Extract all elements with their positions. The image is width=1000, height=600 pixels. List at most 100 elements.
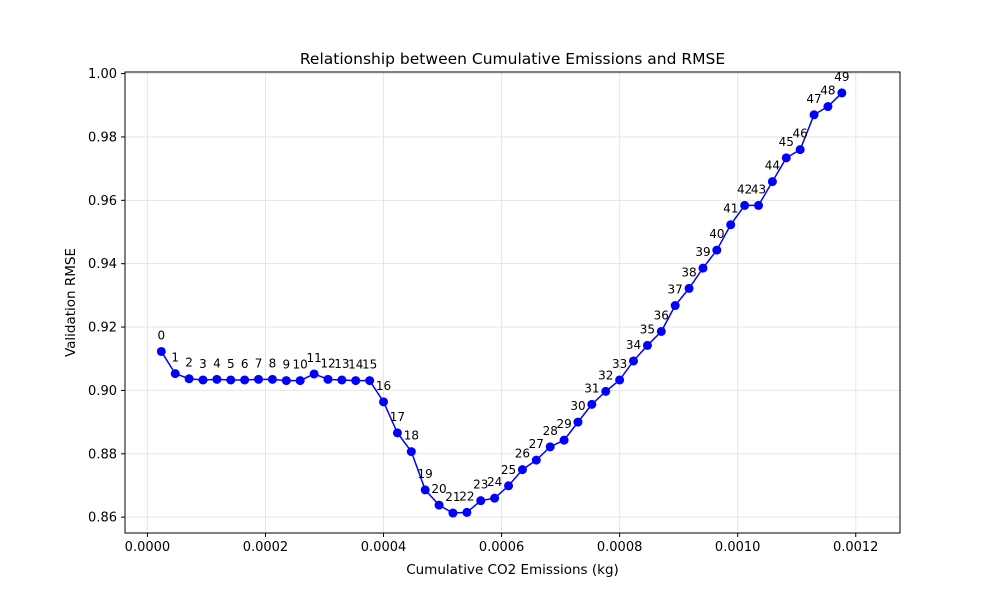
point-label: 44 (765, 159, 780, 173)
point-label: 14 (348, 358, 363, 372)
point-label: 34 (626, 338, 641, 352)
x-tick-label: 0.0012 (833, 540, 879, 555)
data-point (351, 376, 361, 386)
data-point (504, 481, 514, 491)
point-label: 12 (320, 356, 335, 370)
point-label: 13 (334, 357, 349, 371)
point-label: 10 (293, 358, 308, 372)
point-label: 28 (543, 424, 558, 438)
data-point (698, 263, 708, 273)
data-point (170, 369, 180, 379)
x-tick-label: 0.0000 (125, 540, 171, 555)
point-label: 39 (695, 245, 710, 259)
point-label: 32 (598, 368, 613, 382)
point-label: 29 (556, 417, 571, 431)
point-label: 20 (431, 482, 446, 496)
point-label: 22 (459, 489, 474, 503)
data-point (573, 417, 583, 427)
data-point (156, 346, 166, 356)
point-label: 1 (171, 351, 179, 365)
data-point (337, 375, 347, 385)
point-label: 41 (723, 202, 738, 216)
y-tick-label: 0.98 (88, 130, 117, 145)
y-tick-label: 0.86 (88, 511, 117, 526)
point-label: 17 (390, 410, 405, 424)
x-axis-label: Cumulative CO2 Emissions (kg) (406, 562, 619, 578)
data-point (601, 386, 611, 396)
data-point (712, 245, 722, 255)
x-tick-label: 0.0010 (715, 540, 761, 555)
point-label: 31 (584, 381, 599, 395)
data-point (726, 220, 736, 230)
data-point (823, 102, 833, 112)
point-label: 30 (570, 399, 585, 413)
y-tick-label: 1.00 (88, 67, 117, 82)
x-tick-label: 0.0006 (479, 540, 525, 555)
data-point (476, 496, 486, 506)
data-point (531, 455, 541, 465)
point-label: 49 (834, 70, 849, 84)
data-point (309, 369, 319, 379)
point-label: 8 (269, 356, 277, 370)
data-point (795, 145, 805, 155)
point-label: 5 (227, 357, 235, 371)
data-point (517, 465, 527, 475)
point-labels: 01 2 3 4 5 6 7 8 9 101112131415161718192021222324… (157, 70, 849, 504)
point-label: 45 (779, 135, 794, 149)
y-tick-label: 0.92 (88, 321, 117, 336)
x-tick-label: 0.0008 (597, 540, 643, 555)
point-label: 15 (362, 358, 377, 372)
point-label: 23 (473, 478, 488, 492)
data-point (781, 153, 791, 163)
series-line (156, 88, 847, 518)
data-point (462, 507, 472, 517)
data-point (254, 374, 264, 384)
point-label: 47 (806, 92, 821, 106)
point-label: 19 (418, 467, 433, 481)
data-point (267, 374, 277, 384)
data-point (323, 374, 333, 384)
data-point (809, 110, 819, 120)
data-point (490, 493, 500, 503)
data-point (392, 428, 402, 438)
point-label: 0 (157, 328, 165, 342)
chart-title: Relationship between Cumulative Emission… (300, 50, 725, 68)
data-point (615, 375, 625, 385)
point-label: 7 (255, 356, 263, 370)
point-label: 21 (445, 490, 460, 504)
data-point (559, 435, 569, 445)
point-label: 2 (185, 356, 193, 370)
point-label: 9 (282, 358, 290, 372)
data-point (656, 326, 666, 336)
data-point (420, 485, 430, 495)
y-tick-label: 0.90 (88, 384, 117, 399)
point-label: 25 (501, 463, 516, 477)
data-point (212, 374, 222, 384)
data-point (184, 374, 194, 384)
data-point (198, 375, 208, 385)
point-label: 33 (612, 357, 627, 371)
data-point (837, 88, 847, 98)
data-point (448, 508, 458, 518)
data-point (740, 200, 750, 210)
x-tick-label: 0.0002 (243, 540, 289, 555)
point-label: 37 (668, 283, 683, 297)
data-point (684, 283, 694, 293)
data-point (545, 442, 555, 452)
y-tick-label: 0.96 (88, 194, 117, 209)
y-tick-label: 0.94 (88, 257, 117, 272)
data-point (365, 376, 375, 386)
point-label: 4 (213, 356, 221, 370)
point-label: 24 (487, 475, 502, 489)
y-axis-label: Validation RMSE (63, 248, 79, 357)
point-label: 48 (820, 84, 835, 98)
data-point (587, 399, 597, 409)
point-label: 11 (306, 351, 321, 365)
data-point (767, 177, 777, 187)
plot-area-frame (124, 71, 901, 534)
y-tick-label: 0.88 (88, 447, 117, 462)
data-point (379, 397, 389, 407)
data-point (226, 375, 236, 385)
data-point (240, 375, 250, 385)
